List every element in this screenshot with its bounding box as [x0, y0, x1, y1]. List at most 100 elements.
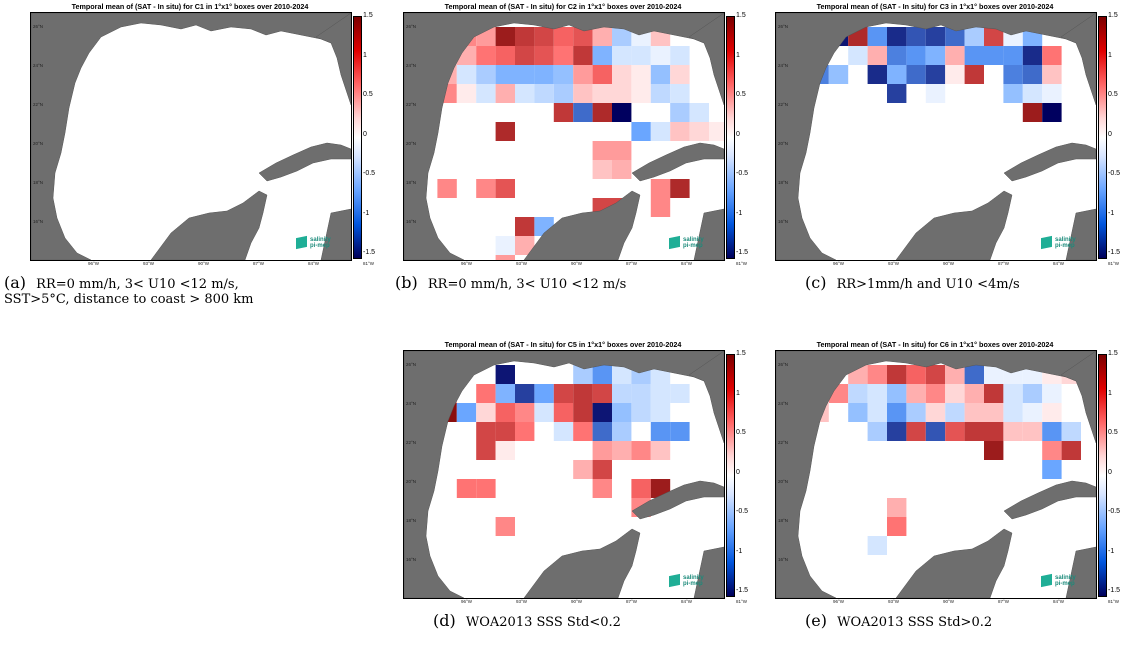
grid-cell	[848, 46, 868, 65]
grid-cell	[945, 422, 965, 441]
salinity-pimep-logo: salinity pi-mep	[1041, 235, 1076, 250]
colorbar-tick-label: -1	[1108, 209, 1115, 217]
lat-tick-label: 22°N	[33, 102, 44, 107]
grid-cell	[476, 403, 496, 422]
grid-cell	[650, 179, 671, 198]
grid-cell	[867, 403, 887, 422]
grid-cell	[887, 27, 907, 46]
grid-cell	[689, 122, 709, 141]
grid-cell	[1022, 384, 1043, 403]
grid-cell	[573, 27, 593, 46]
lon-tick-label: 87°W	[626, 599, 638, 604]
lat-tick-label: 16°N	[33, 219, 44, 224]
grid-cell	[612, 84, 632, 103]
grid-cell	[534, 84, 554, 103]
grid-cell	[631, 403, 651, 422]
grid-cell	[437, 179, 457, 198]
grid-cell	[534, 384, 554, 403]
grid-cell	[631, 122, 651, 141]
grid-cell	[534, 65, 554, 84]
colorbar-tick-label: 1.5	[736, 12, 746, 19]
grid-cell	[984, 403, 1004, 422]
grid-cell	[650, 403, 671, 422]
salinity-pimep-logo: salinity pi-mep	[669, 235, 704, 250]
grid-cell	[984, 27, 1004, 46]
grid-cell	[906, 46, 926, 65]
lat-tick-label: 26°N	[778, 362, 789, 367]
grid-cell	[1003, 46, 1023, 65]
grid-cell	[515, 46, 535, 65]
colorbar	[726, 354, 735, 597]
colorbar-tick-label: 1	[736, 51, 740, 59]
grid-cell	[476, 479, 496, 498]
colorbar-tick-label: 0	[1108, 130, 1112, 138]
grid-cell	[1022, 65, 1043, 84]
lon-tick-label: 81°W	[1108, 599, 1120, 604]
grid-cell	[592, 65, 612, 84]
lat-tick-label: 22°N	[406, 440, 417, 445]
panel-b: Temporal mean of (SAT - In situ) for C2 …	[373, 0, 753, 330]
grid-cell	[573, 103, 593, 122]
grid-cell	[945, 46, 965, 65]
grid-cell	[456, 84, 477, 103]
grid-cell	[631, 441, 651, 460]
grid-cell	[867, 27, 887, 46]
grid-cell	[925, 27, 946, 46]
grid-cell	[495, 84, 515, 103]
lat-tick-label: 26°N	[406, 24, 417, 29]
grid-cell	[650, 198, 671, 217]
lat-tick-label: 24°N	[778, 401, 789, 406]
grid-cell	[1022, 103, 1043, 122]
lat-tick-label: 16°N	[406, 557, 417, 562]
lon-tick-label: 81°W	[736, 599, 748, 604]
grid-cell	[650, 422, 671, 441]
grid-cell	[925, 84, 946, 103]
grid-cell	[887, 403, 907, 422]
colorbar-tick-label: 1	[363, 51, 367, 59]
grid-cell	[1042, 46, 1062, 65]
grid-cell	[592, 460, 612, 479]
lon-tick-label: 87°W	[626, 261, 638, 266]
grid-cell	[553, 103, 574, 122]
lat-tick-label: 20°N	[406, 479, 417, 484]
grid-cell	[1061, 441, 1081, 460]
grid-cell	[945, 27, 965, 46]
lat-tick-label: 22°N	[406, 102, 417, 107]
grid-cell	[925, 384, 946, 403]
grid-cell	[867, 422, 887, 441]
logo-line2: pi-mep	[1055, 581, 1075, 587]
grid-cell	[456, 479, 477, 498]
grid-cell	[925, 365, 946, 384]
colorbar-tick-label: -1	[1108, 547, 1115, 555]
grid-cell	[476, 384, 496, 403]
grid-cell	[495, 384, 515, 403]
grid-cell	[1042, 65, 1062, 84]
grid-cell	[476, 65, 496, 84]
grid-cell	[592, 441, 612, 460]
colorbar	[726, 16, 735, 259]
land-mass	[688, 351, 724, 444]
land-mass	[523, 190, 641, 260]
grid-cell	[867, 365, 887, 384]
grid-cell	[495, 179, 515, 198]
grid-cell	[592, 479, 612, 498]
lat-tick-label: 20°N	[406, 141, 417, 146]
grid-cell	[1003, 65, 1023, 84]
panel-title: Temporal mean of (SAT - In situ) for C3 …	[816, 2, 1054, 11]
lon-tick-label: 93°W	[888, 599, 900, 604]
colorbar-tick-label: 0.5	[1108, 429, 1118, 436]
grid-cell	[495, 441, 515, 460]
land-mass	[631, 480, 724, 520]
caption-label: (a)	[4, 273, 27, 292]
grid-cell	[553, 384, 574, 403]
panel-e: Temporal mean of (SAT - In situ) for C6 …	[745, 338, 1125, 668]
lat-tick-label: 24°N	[33, 63, 44, 68]
grid-cell	[515, 422, 535, 441]
grid-cell	[945, 65, 965, 84]
grid-cell	[1003, 422, 1023, 441]
colorbar-tick-label: -1.5	[1108, 249, 1121, 256]
grid-cell	[515, 403, 535, 422]
land-mass	[150, 190, 268, 260]
colorbar-tick-label: 0.5	[736, 429, 746, 436]
grid-cell	[906, 403, 926, 422]
